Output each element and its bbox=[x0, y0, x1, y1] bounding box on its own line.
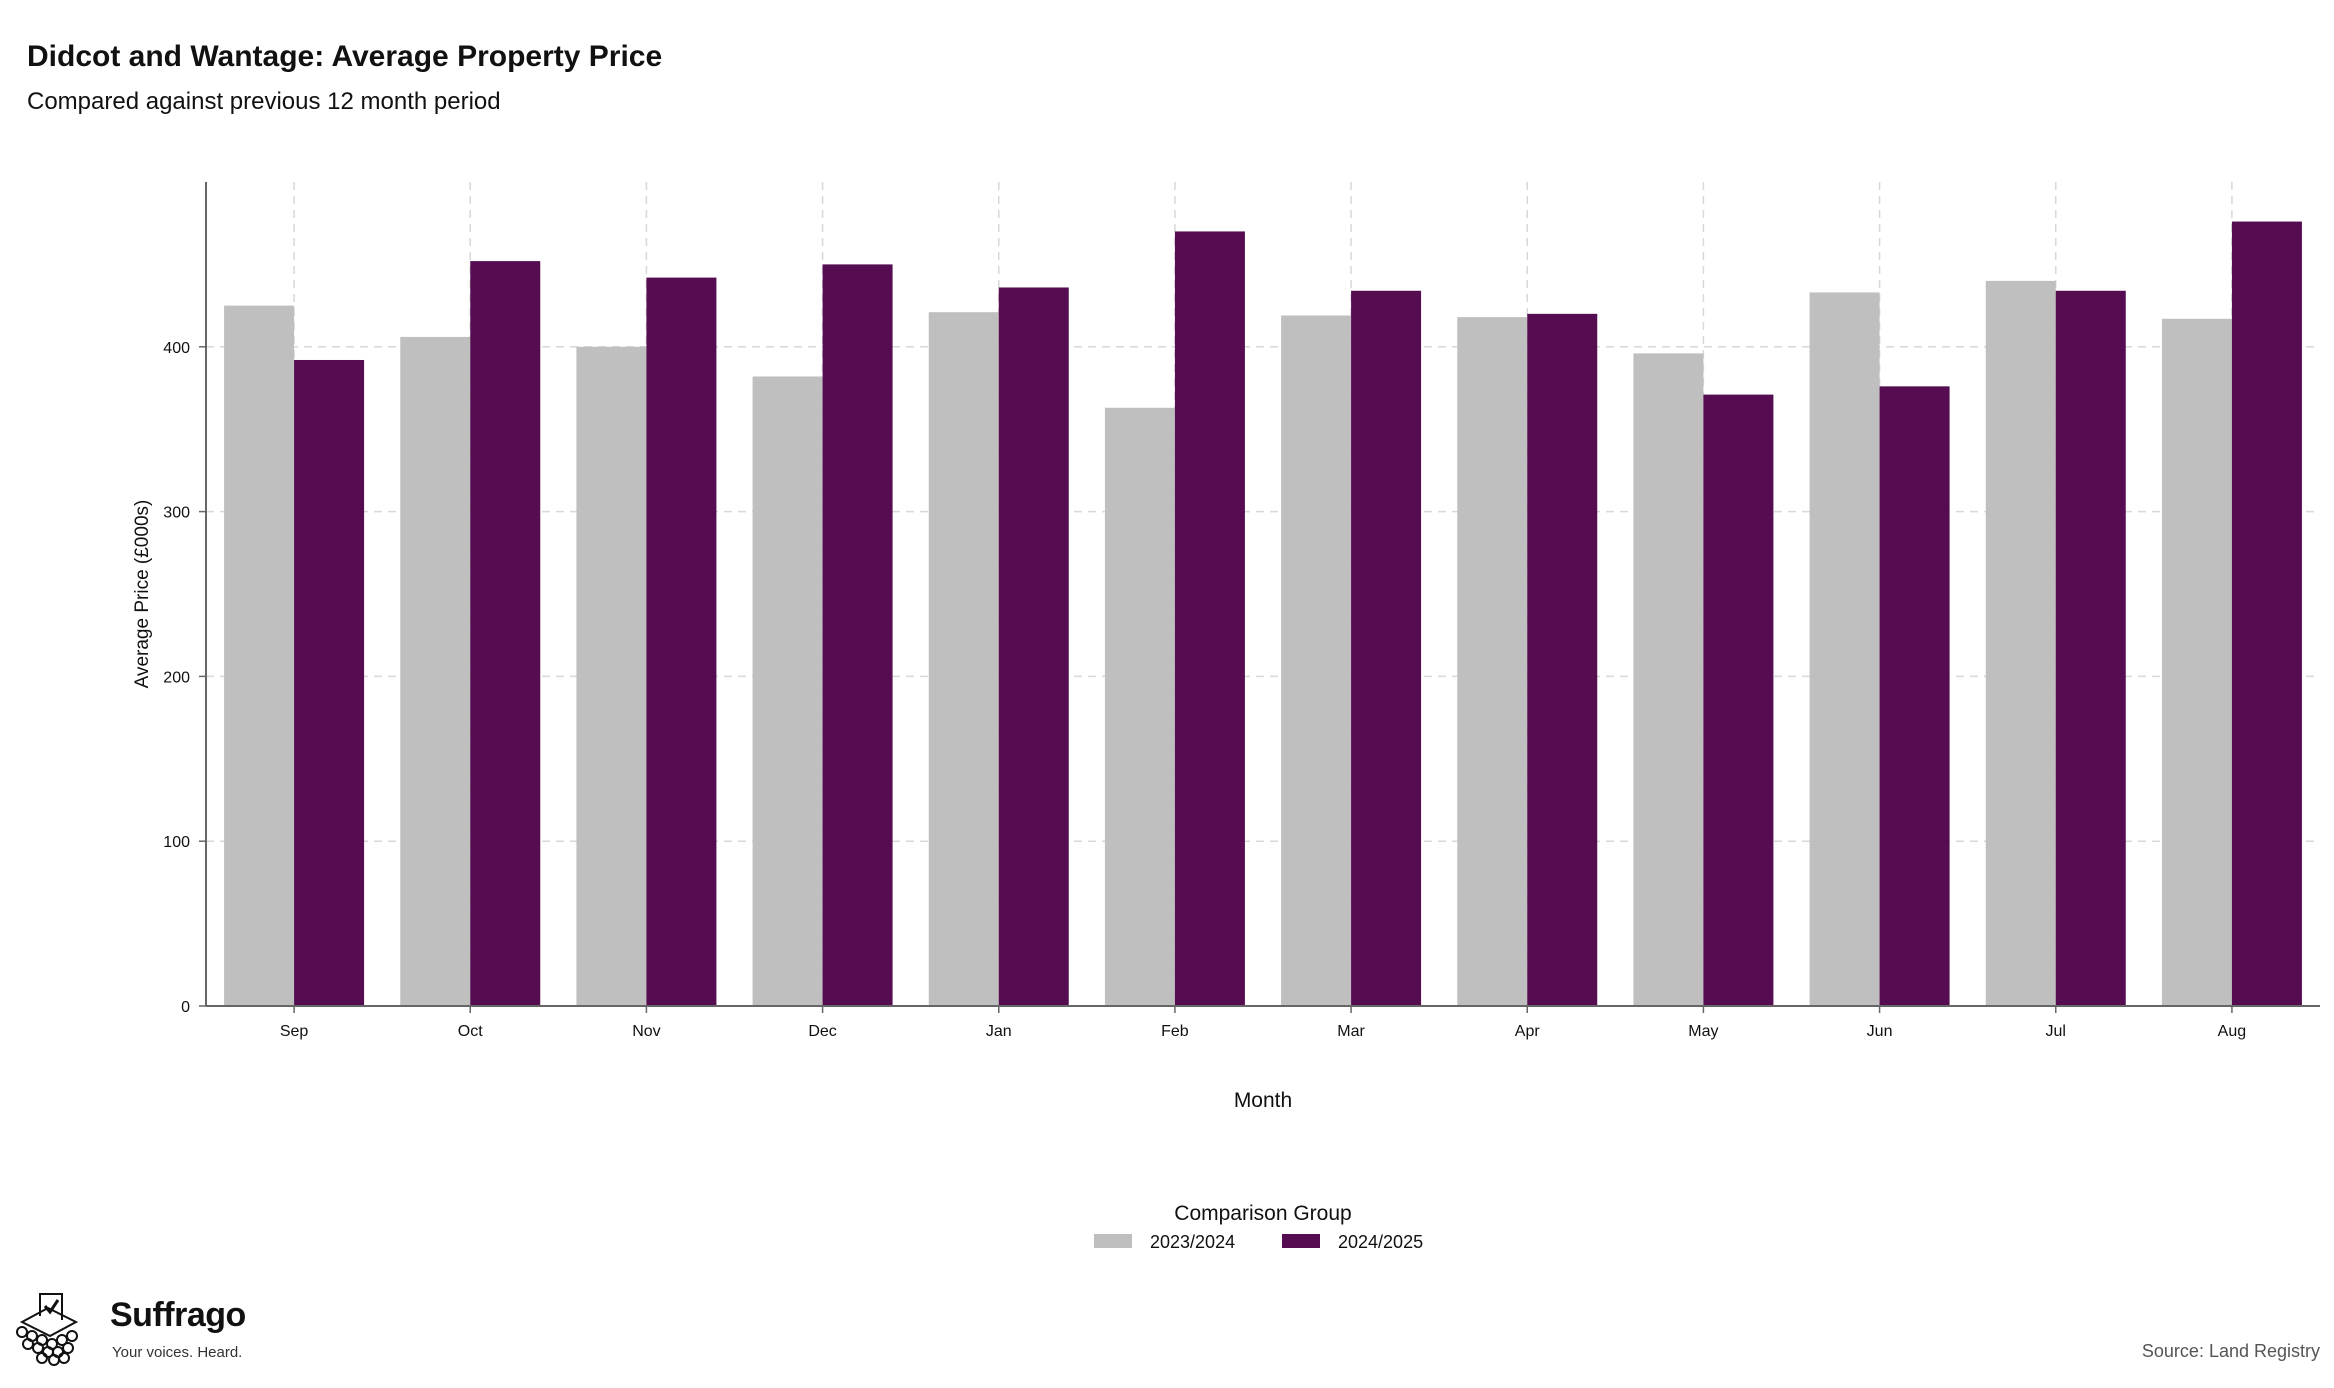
y-tick-label: 200 bbox=[163, 669, 190, 686]
bar-2023-2024-jan bbox=[928, 312, 999, 1006]
x-axis-title: Month bbox=[1234, 1089, 1292, 1112]
y-axis-title: Average Price (£000s) bbox=[132, 500, 153, 689]
x-tick-label: Apr bbox=[1515, 1023, 1541, 1040]
legend-label: 2023/2024 bbox=[1150, 1232, 1235, 1252]
bar-2024-2025-jul bbox=[2055, 290, 2126, 1006]
chart-title: Didcot and Wantage: Average Property Pri… bbox=[27, 40, 663, 73]
source-note: Source: Land Registry bbox=[2141, 1341, 2320, 1361]
legend-label: 2024/2025 bbox=[1338, 1232, 1423, 1252]
bar-2023-2024-jun bbox=[1809, 292, 1880, 1006]
bar-2023-2024-oct bbox=[400, 336, 471, 1006]
bar-2024-2025-may bbox=[1703, 394, 1774, 1006]
bar-chart: 0 100 200 300 400 Sep Oct Nov Dec Jan Feb Mar Apr May… bbox=[132, 182, 2320, 1252]
bar-2024-2025-mar bbox=[1351, 290, 1422, 1006]
legend-swatch bbox=[1282, 1234, 1320, 1248]
x-tick-label: Jun bbox=[1867, 1023, 1893, 1040]
y-tick-label: 300 bbox=[163, 505, 190, 522]
brand-tagline: Your voices. Heard. bbox=[112, 1344, 243, 1361]
legend-swatch bbox=[1094, 1234, 1132, 1248]
y-tick-label: 400 bbox=[163, 340, 190, 357]
bar-2024-2025-apr bbox=[1527, 313, 1598, 1007]
bar-2023-2024-aug bbox=[2161, 318, 2232, 1006]
x-tick-label: Dec bbox=[808, 1023, 836, 1040]
y-tick-label: 100 bbox=[163, 834, 190, 851]
bar-2024-2025-sep bbox=[294, 359, 365, 1006]
x-tick-label: Mar bbox=[1337, 1023, 1365, 1040]
legend-title: Comparison Group bbox=[1174, 1202, 1351, 1225]
x-tick-label: Aug bbox=[2218, 1023, 2246, 1040]
brand-name: Suffrago bbox=[110, 1296, 246, 1334]
x-tick-label: Oct bbox=[458, 1023, 483, 1040]
bar-2024-2025-jun bbox=[1879, 386, 1950, 1006]
bar-2023-2024-apr bbox=[1457, 317, 1528, 1006]
x-tick-label: Jan bbox=[986, 1023, 1012, 1040]
bar-2023-2024-feb bbox=[1104, 407, 1175, 1006]
bar-2024-2025-oct bbox=[470, 261, 541, 1006]
bar-2024-2025-jan bbox=[998, 287, 1069, 1006]
x-tick-label: Sep bbox=[280, 1023, 309, 1040]
chart-subtitle: Compared against previous 12 month perio… bbox=[27, 88, 501, 115]
bar-2023-2024-sep bbox=[224, 305, 295, 1007]
ballot-box-icon bbox=[16, 1293, 79, 1366]
y-tick-label: 0 bbox=[181, 999, 190, 1016]
bar-2023-2024-jul bbox=[1985, 280, 2056, 1006]
bar-2023-2024-mar bbox=[1281, 315, 1352, 1006]
bar-2023-2024-dec bbox=[752, 376, 823, 1006]
bar-2023-2024-may bbox=[1633, 353, 1704, 1007]
bar-2024-2025-nov bbox=[646, 277, 717, 1007]
bar-2023-2024-nov bbox=[576, 346, 647, 1006]
bar-2024-2025-aug bbox=[2231, 221, 2302, 1006]
x-tick-label: Jul bbox=[2046, 1023, 2066, 1040]
suffrago-logo: Suffrago Your voices. Heard. bbox=[14, 1292, 274, 1382]
x-tick-label: May bbox=[1688, 1023, 1718, 1040]
x-tick-label: Nov bbox=[632, 1023, 660, 1040]
bar-2024-2025-feb bbox=[1174, 231, 1245, 1006]
bar-2024-2025-dec bbox=[822, 264, 893, 1006]
x-tick-label: Feb bbox=[1161, 1023, 1189, 1040]
